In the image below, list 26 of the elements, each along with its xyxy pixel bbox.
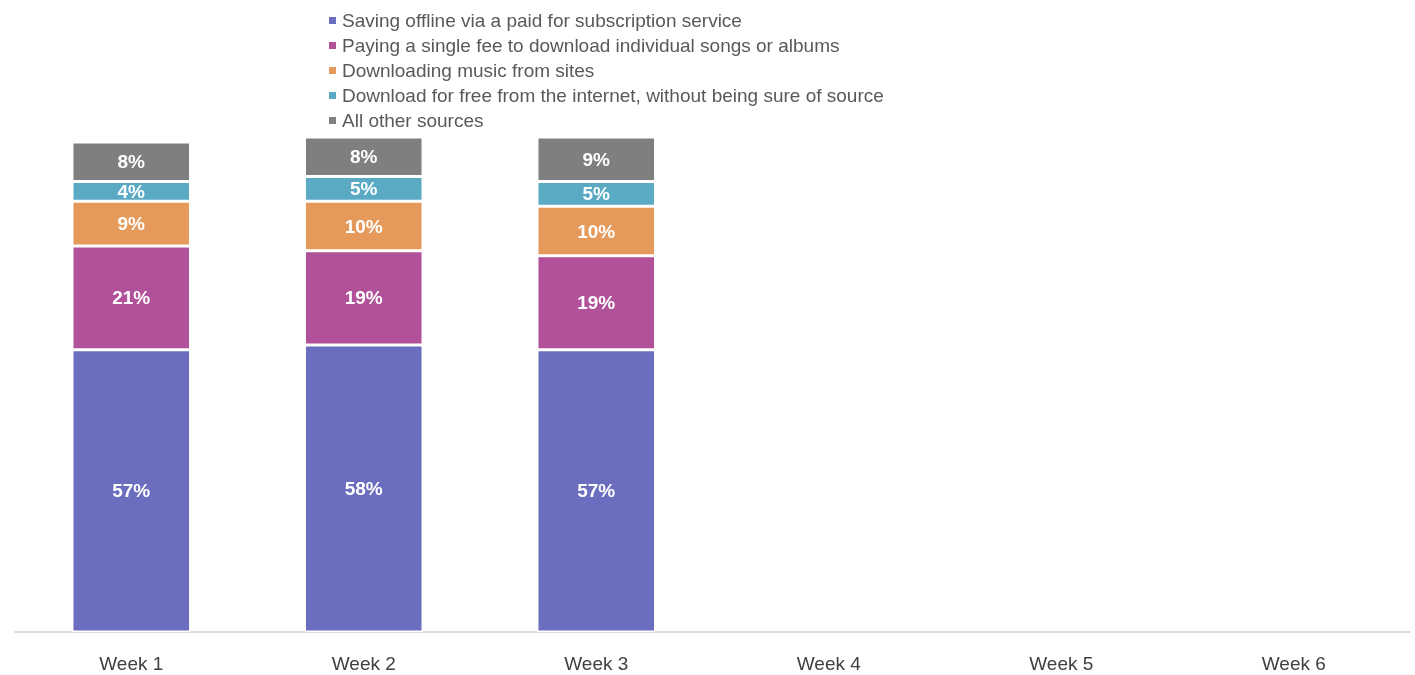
data-label: 9% bbox=[117, 213, 146, 235]
data-label: 19% bbox=[344, 287, 383, 309]
legend-label: Download for free from the internet, without being sure of source bbox=[342, 85, 884, 106]
x-tick-label: Week 1 bbox=[99, 653, 164, 674]
legend-label: Saving offline via a paid for subscription service bbox=[342, 10, 742, 31]
legend-label: All other sources bbox=[342, 110, 484, 131]
data-label: 57% bbox=[577, 480, 616, 502]
legend-label: Paying a single fee to download individual songs or albums bbox=[342, 35, 840, 56]
x-tick-label: Week 2 bbox=[331, 653, 396, 674]
data-label: 19% bbox=[577, 292, 616, 314]
data-label: 10% bbox=[577, 220, 616, 242]
data-label: 5% bbox=[350, 178, 378, 200]
x-tick-label: Week 5 bbox=[1029, 653, 1094, 674]
x-tick-label: Week 3 bbox=[564, 653, 629, 674]
x-tick-label: Week 4 bbox=[796, 653, 862, 674]
data-label: 21% bbox=[112, 287, 151, 309]
data-label: 58% bbox=[344, 477, 383, 499]
data-label: 5% bbox=[582, 183, 611, 205]
legend-label: Downloading music from sites bbox=[342, 60, 595, 81]
data-label: 8% bbox=[117, 151, 146, 173]
data-label: 57% bbox=[112, 480, 151, 502]
x-tick-label: Week 6 bbox=[1261, 653, 1326, 674]
data-label: 10% bbox=[344, 215, 383, 237]
data-label: 9% bbox=[582, 148, 611, 170]
data-label: 8% bbox=[350, 146, 378, 168]
data-label: 4% bbox=[117, 180, 146, 202]
